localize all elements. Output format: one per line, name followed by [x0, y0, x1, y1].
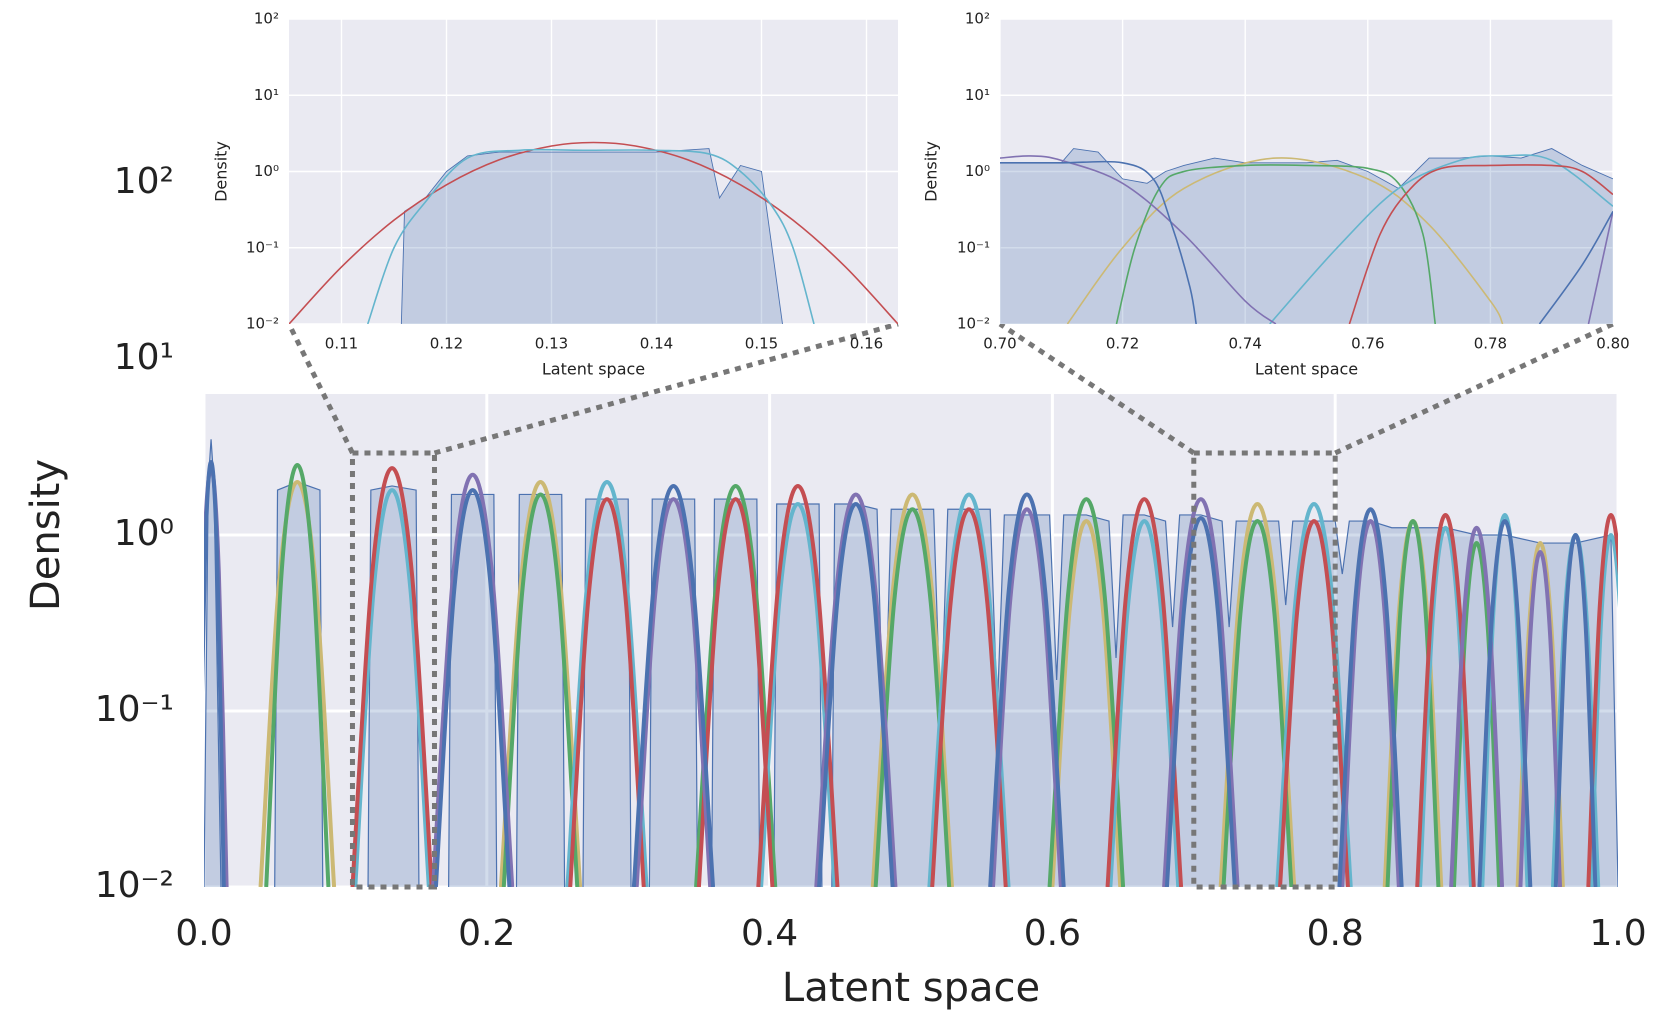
density-curve	[1066, 157, 1504, 324]
y-axis-label: Density	[212, 141, 231, 202]
x-tick-label: 0.13	[535, 335, 568, 353]
y-tick-label: 10²	[254, 10, 279, 28]
chart-2: 0.70 0.72 0.74 0.76 0.78 0.80 10⁻² 10⁻¹ 10⁰ 10¹ 10…	[922, 10, 1630, 379]
x-axis-label: Latent space	[542, 360, 645, 379]
y-tick-label: 10⁻¹	[246, 238, 279, 256]
density-curve	[258, 480, 1565, 887]
density-curve	[204, 459, 1598, 887]
zoom-connector	[998, 321, 1196, 456]
plot-area	[289, 19, 898, 324]
y-tick-label: 10¹	[114, 337, 174, 378]
x-tick-label: 0.76	[1351, 335, 1384, 353]
density-curve	[350, 466, 1618, 887]
x-tick-label: 0.16	[850, 335, 883, 353]
y-tick-label: 10⁻¹	[957, 238, 990, 256]
y-tick-label: 10⁻²	[95, 865, 174, 906]
x-tick-label: 0.12	[430, 335, 463, 353]
y-tick-label: 10⁰	[254, 162, 279, 180]
x-axis-label: Latent space	[1255, 360, 1358, 379]
x-tick-label: 0.4	[741, 913, 798, 954]
y-tick-label: 10⁰	[965, 162, 990, 180]
chart-1: 0.11 0.12 0.13 0.14 0.15 0.16 10⁻² 10⁻¹ 10⁰ 10¹ 10…	[212, 10, 898, 379]
y-tick-label: 10⁻²	[246, 315, 279, 333]
x-tick-label: 0.80	[1596, 335, 1629, 353]
area-edge	[400, 148, 783, 324]
density-curve	[366, 148, 815, 324]
x-tick-label: 0.70	[983, 335, 1016, 353]
density-curve	[1115, 164, 1437, 324]
density-curve	[1000, 160, 1613, 324]
density-curve	[1348, 164, 1613, 324]
density-curve	[264, 462, 1502, 887]
zoom-connector	[1334, 321, 1615, 456]
plot-area	[1000, 19, 1613, 324]
y-tick-label: 10⁻¹	[95, 689, 174, 730]
area-fill	[401, 148, 783, 324]
y-tick-label: 10¹	[965, 86, 990, 104]
y-axis-label: Density	[922, 141, 941, 202]
x-tick-label: 0.6	[1024, 913, 1081, 954]
x-tick-label: 0.14	[640, 335, 673, 353]
x-tick-label: 0.78	[1474, 335, 1507, 353]
y-tick-label: 10¹	[254, 86, 279, 104]
zoom-box	[349, 450, 437, 890]
density-curve	[289, 141, 898, 324]
x-tick-label: 1.0	[1589, 913, 1646, 954]
zoom-connector	[433, 321, 899, 456]
y-tick-label: 10²	[114, 161, 174, 202]
x-tick-label: 0.0	[175, 913, 232, 954]
plot-area	[204, 394, 1618, 887]
x-tick-label: 0.8	[1307, 913, 1364, 954]
y-axis-label: Density	[23, 459, 69, 611]
x-tick-label: 0.2	[458, 913, 515, 954]
y-tick-label: 10⁰	[114, 513, 174, 554]
density-curve	[1000, 155, 1613, 324]
x-tick-label: 0.74	[1228, 335, 1261, 353]
x-tick-label: 0.11	[325, 335, 358, 353]
chart-0: 0.0 0.2 0.4 0.6 0.8 1.0 10⁻² 10⁻¹ 10⁰ 10¹ 10² Laten…	[23, 161, 1647, 1011]
x-axis-label: Latent space	[782, 965, 1040, 1011]
x-tick-label: 0.72	[1106, 335, 1139, 353]
x-tick-label: 0.15	[745, 335, 778, 353]
area-edge	[1000, 148, 1613, 189]
y-tick-label: 10⁻²	[957, 315, 990, 333]
area-fill	[1000, 148, 1613, 324]
density-curve	[1269, 154, 1613, 324]
y-tick-label: 10²	[965, 10, 990, 28]
